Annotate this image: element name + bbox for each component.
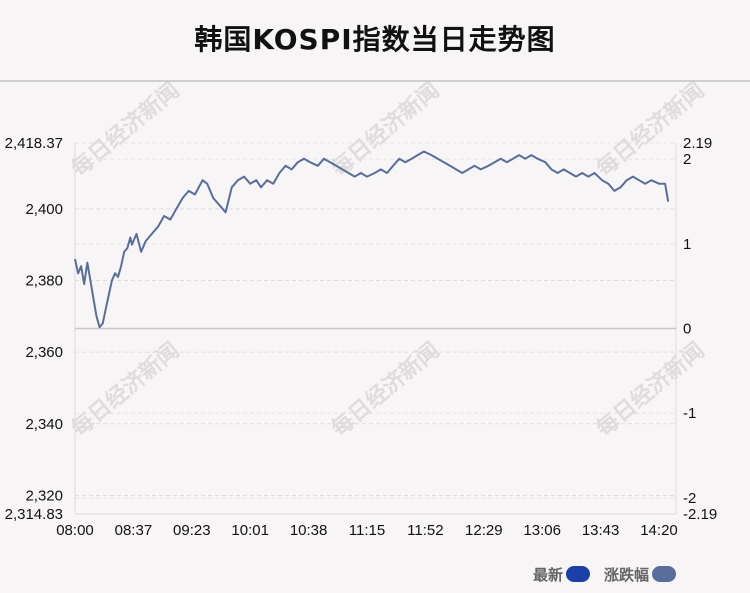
right-tick-label: -2.19 xyxy=(683,506,717,523)
title-divider xyxy=(0,80,750,82)
x-tick-label: 14:20 xyxy=(640,522,678,539)
left-tick-label: 2,340 xyxy=(25,416,63,433)
x-tick-label: 12:29 xyxy=(465,522,503,539)
watermark-text: 每日经济新闻 xyxy=(592,337,710,442)
chart-title: 韩国KOSPI指数当日走势图 xyxy=(194,23,556,56)
left-tick-label: 2,380 xyxy=(25,272,63,289)
series-line-latest xyxy=(74,150,670,329)
left-tick-label: 2,360 xyxy=(25,344,63,361)
x-tick-label: 11:52 xyxy=(407,522,443,539)
legend-item-change[interactable]: 涨跌幅 xyxy=(604,564,677,585)
x-tick-label: 10:38 xyxy=(290,522,328,539)
x-tick-label: 13:06 xyxy=(523,522,561,539)
right-tick-label: 2.19 xyxy=(683,135,712,152)
x-tick-label: 11:15 xyxy=(349,522,385,539)
watermark-text: 每日经济新闻 xyxy=(327,77,445,182)
left-tick-label: 2,314.83 xyxy=(5,506,63,523)
right-tick-label: -1 xyxy=(683,405,696,422)
watermark-text: 每日经济新闻 xyxy=(327,337,445,442)
x-tick-label: 08:00 xyxy=(56,522,94,539)
watermark-text: 每日经济新闻 xyxy=(67,77,185,182)
x-tick-label: 09:23 xyxy=(173,522,211,539)
left-axis-ticks: 2,418.37 2,400 2,380 2,360 2,340 2,320 2,314.8… xyxy=(5,135,63,523)
left-tick-label: 2,400 xyxy=(25,201,63,218)
x-tick-label: 10:01 xyxy=(231,522,269,539)
right-tick-label: 2 xyxy=(683,151,691,168)
legend-swatch-change xyxy=(652,566,677,582)
legend-swatch-latest xyxy=(566,566,591,582)
x-axis-ticks: 08:00 08:37 09:23 10:01 10:38 11:15 11:52 12:29… xyxy=(56,522,678,539)
left-tick-label: 2,320 xyxy=(25,487,63,504)
series-layer xyxy=(74,150,670,329)
legend-label-latest: 最新 xyxy=(533,565,564,584)
left-tick-label: 2,418.37 xyxy=(5,135,63,152)
chart-axes xyxy=(74,143,677,515)
right-tick-label: 1 xyxy=(683,236,691,253)
legend-item-latest[interactable]: 最新 xyxy=(533,564,591,585)
watermark-text: 每日经济新闻 xyxy=(67,337,185,442)
x-tick-label: 08:37 xyxy=(115,522,153,539)
x-tick-label: 13:43 xyxy=(582,522,620,539)
legend-label-change: 涨跌幅 xyxy=(604,565,650,584)
right-tick-label: -2 xyxy=(683,490,696,507)
right-tick-label: 0 xyxy=(683,321,691,338)
legend: 最新 涨跌幅 xyxy=(533,563,690,585)
watermark-text: 每日经济新闻 xyxy=(592,77,710,182)
right-axis-ticks: 2.192 1 0 -1 -2-2.19 xyxy=(683,135,717,523)
